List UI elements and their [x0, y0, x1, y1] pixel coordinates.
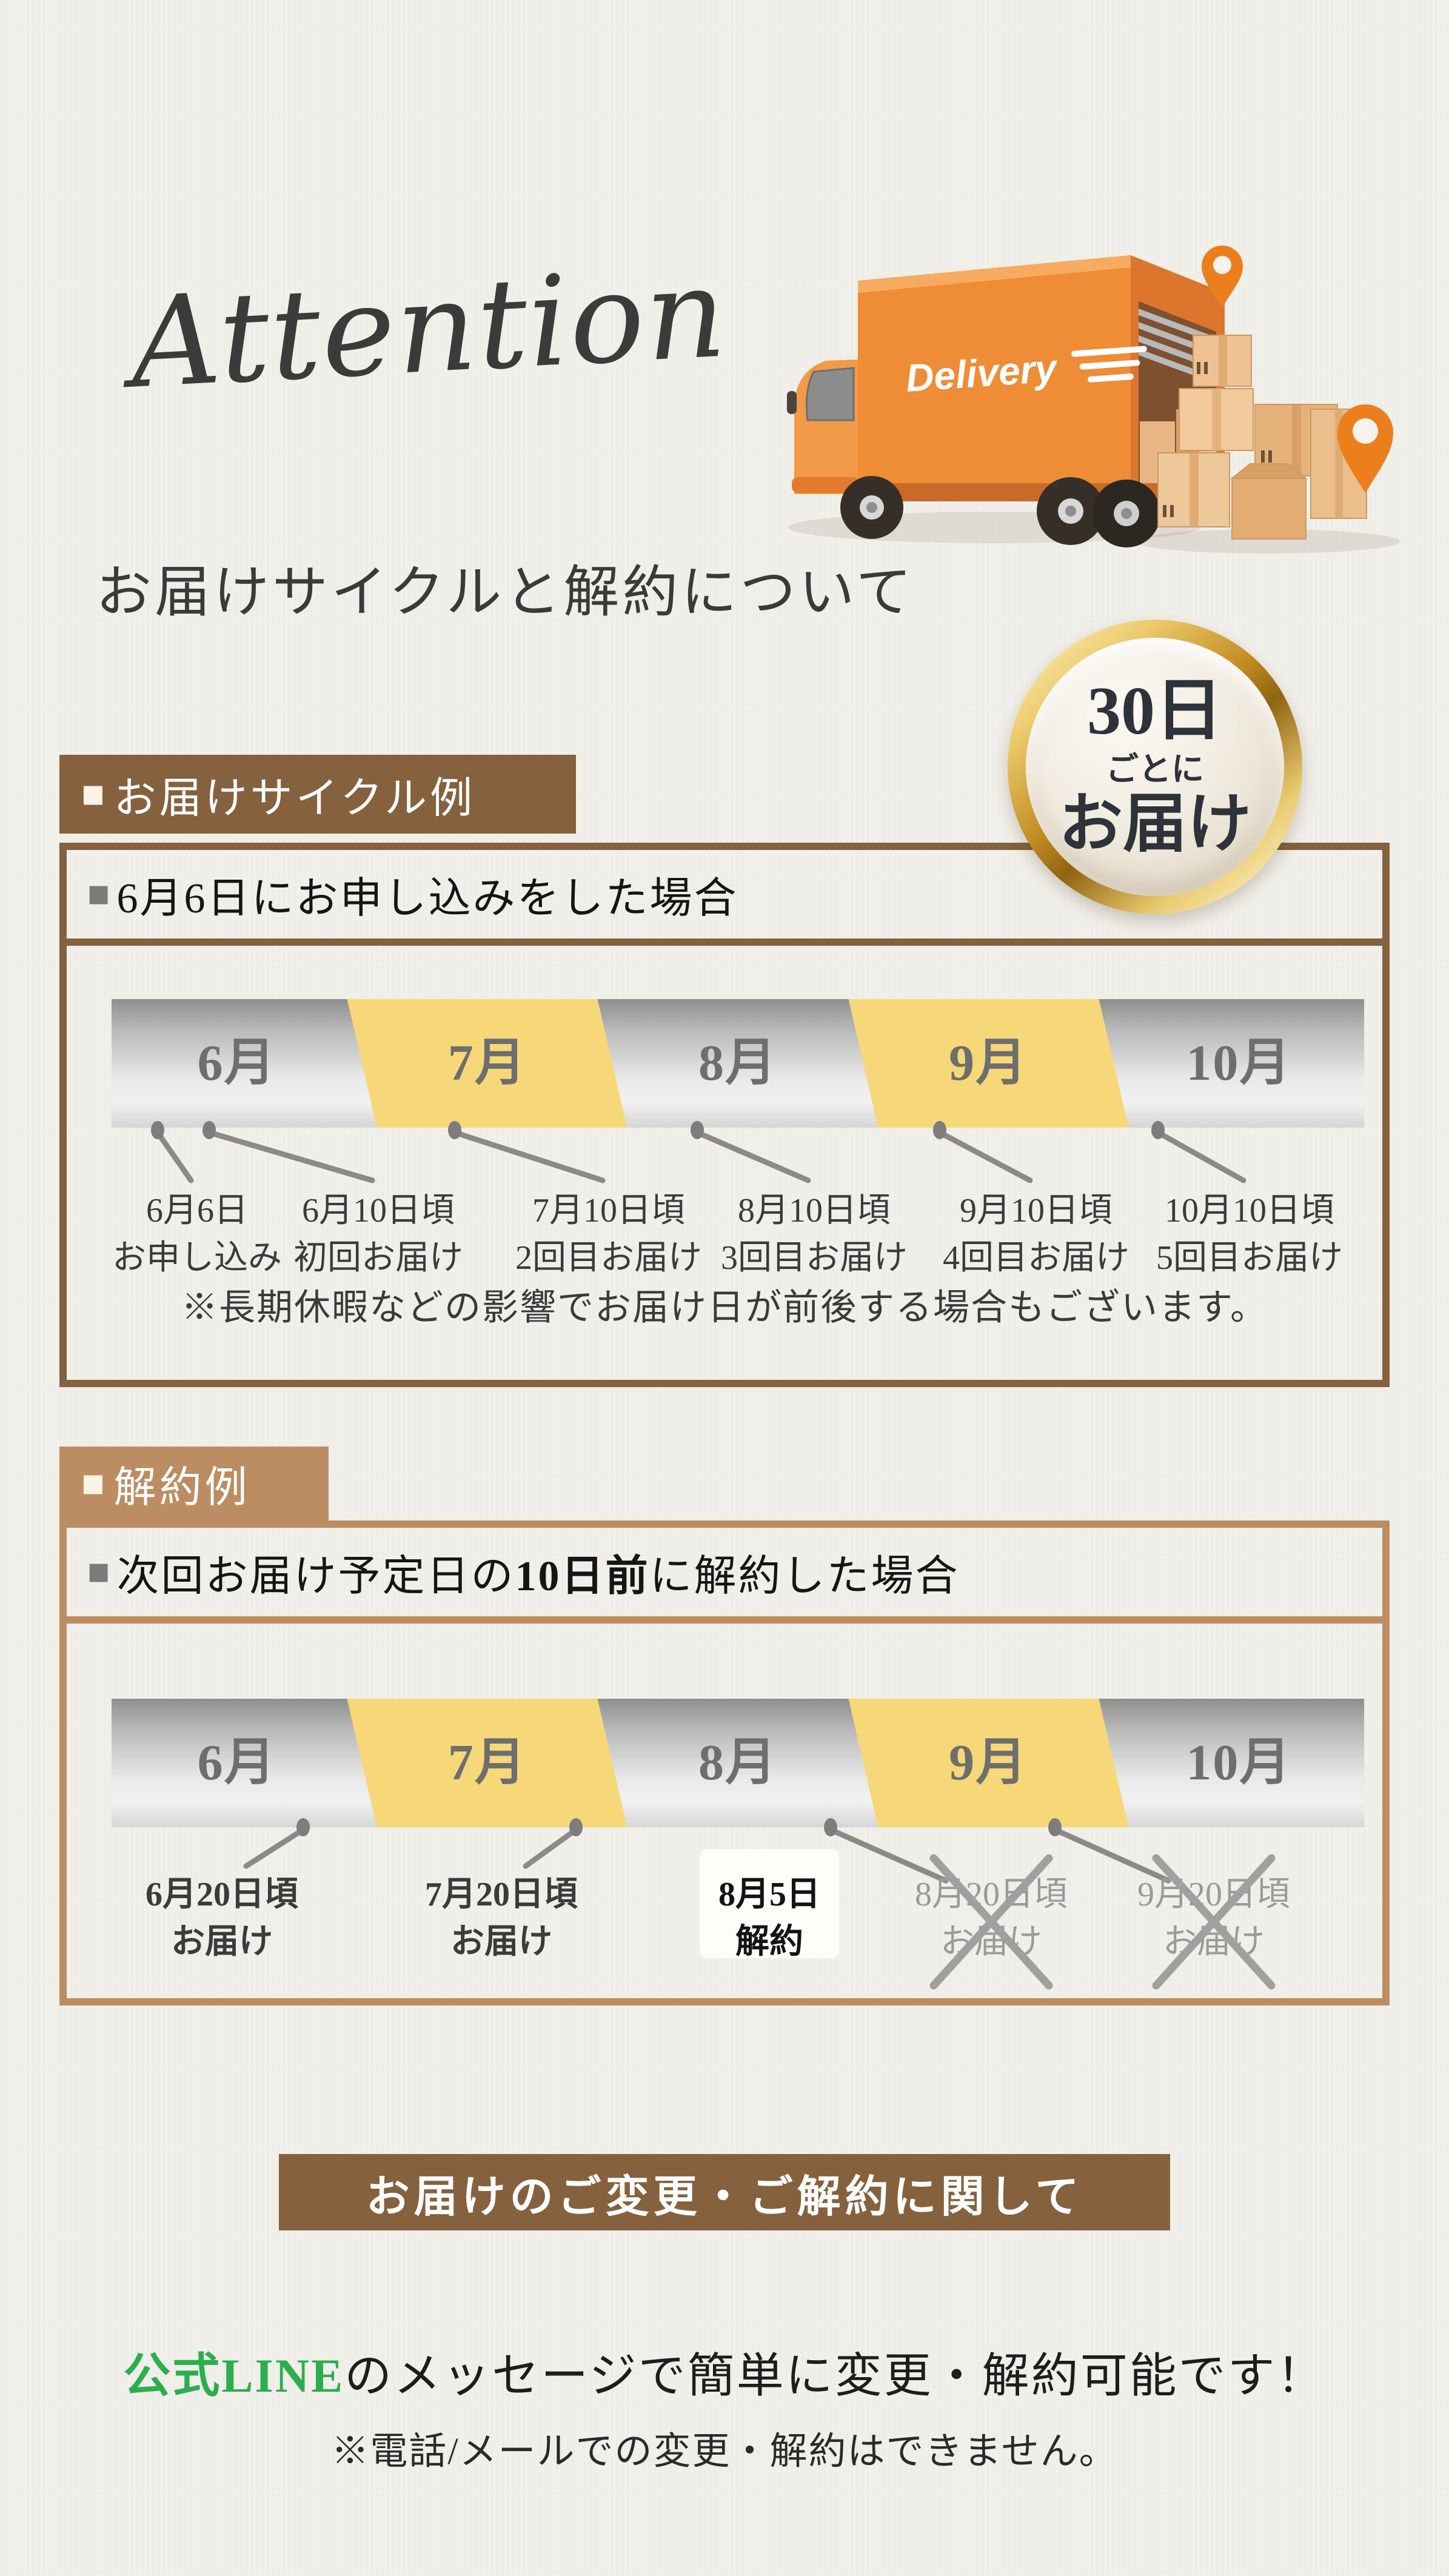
annotation-label: 解約 [735, 1923, 803, 1961]
cancel-title-bold: 10日前 [515, 1553, 650, 1600]
annotation-date: 9月20日頃 [1137, 1876, 1290, 1913]
timeline-annotation: 10月10日頃 5回目お届け [1134, 1187, 1365, 1282]
change-cancel-banner: お届けのご変更・ご解約に関して [279, 2154, 1170, 2230]
cycle-timeline-bar: 6月 7月 8月 9月 10月 [112, 999, 1364, 1128]
timeline-month: 10月 [1186, 1735, 1292, 1791]
cancel-date-highlight-box [700, 1849, 839, 1958]
cancel-title-prefix: 次回お届け予定日の [116, 1553, 515, 1600]
cancel-title-suffix: に解約した場合 [649, 1553, 960, 1600]
annotation-date: 7月10日頃 [532, 1192, 685, 1229]
timeline-annotation: 8月10日頃 3回目お届け [699, 1187, 929, 1282]
cycle-timeline-connectors [151, 1121, 1247, 1183]
cycle-note: ※長期休暇などの影響でお届け日が前後する場合もございます。 [181, 1288, 1268, 1328]
badge-days-text: 30日 [1087, 673, 1223, 749]
cycle-box-title: ■ 6月6日にお申し込みをした場合 [67, 850, 1382, 946]
section-label-cycle-text: お届けサイクル例 [113, 775, 476, 822]
truck-delivery-label: Delivery [905, 346, 1060, 400]
cancel-timeline-connectors [243, 1818, 1171, 1958]
badge-bottom-text: お届け [1059, 789, 1251, 860]
timeline-month: 7月 [447, 1035, 527, 1091]
page-title: お届けサイクルと解約について [96, 561, 915, 623]
cross-out-marks [929, 1854, 1276, 1990]
annotation-date: 6月6日 [146, 1192, 248, 1229]
square-marker-icon: ■ [87, 1551, 112, 1593]
timeline-annotation: 7月10日頃 2回目お届け [494, 1187, 724, 1282]
delivery-cycle-badge: 30日 ごとに お届け [1008, 620, 1302, 914]
badge-inner-disc: 30日 ごとに お届け [1026, 638, 1284, 896]
timeline-month: 9月 [949, 1035, 1028, 1091]
section-label-cancel-text: 解約例 [113, 1464, 250, 1511]
annotation-date: 10月10日頃 [1165, 1192, 1334, 1229]
square-marker-icon: ■ [87, 873, 112, 915]
timeline-month: 8月 [698, 1735, 777, 1791]
cycle-example-box: ■ 6月6日にお申し込みをした場合 6月 7月 8月 9月 10月 [59, 843, 1390, 1387]
annotation-label: 2回目お届け [515, 1239, 702, 1277]
timeline-annotation: 7月20日頃 お届け [386, 1871, 617, 1965]
timeline-annotation: 6月6日 お申し込み [82, 1187, 312, 1282]
timeline-month: 6月 [197, 1735, 276, 1791]
truck-wheels [840, 476, 1160, 547]
annotation-date: 8月5日 [718, 1876, 820, 1913]
timeline-annotation-cancel: 8月5日 解約 [654, 1871, 885, 1965]
timeline-month: 10月 [1186, 1035, 1292, 1091]
delivery-truck-illustration: Delivery [734, 209, 1425, 558]
delivery-truck-icon: Delivery [787, 246, 1400, 554]
square-marker-icon: ■ [81, 1462, 108, 1505]
annotation-label: お届け [450, 1923, 552, 1961]
annotation-date: 8月20日頃 [915, 1876, 1068, 1913]
timeline-annotation: 6月10日頃 初回お届け [263, 1187, 494, 1282]
annotation-date: 6月20日頃 [146, 1876, 298, 1913]
timeline-month: 8月 [698, 1035, 777, 1091]
badge-middle-text: ごとに [1106, 751, 1204, 788]
cancel-example-box: ■ 次回お届け予定日の 10日前 に解約した場合 6月 7月 8月 9月 10月 [59, 1521, 1390, 2006]
phone-mail-note: ※電話/メールでの変更・解約はできません。 [331, 2431, 1118, 2472]
timeline-annotation: 6月20日頃 お届け [107, 1871, 337, 1965]
line-message-rest: のメッセージで簡単に変更・解約可能です！ [344, 2349, 1326, 2402]
location-pin-icon-large [1337, 404, 1393, 493]
annotation-date: 8月10日頃 [738, 1192, 891, 1229]
attention-script-title: Attention [127, 241, 731, 417]
cancel-box-title: ■ 次回お届け予定日の 10日前 に解約した場合 [67, 1528, 1382, 1624]
annotation-label: 5回目お届け [1156, 1239, 1343, 1277]
cancel-timeline-bar: 6月 7月 8月 9月 10月 [112, 1699, 1364, 1827]
annotation-label: 3回目お届け [721, 1239, 908, 1277]
annotation-date: 9月10日頃 [960, 1192, 1113, 1229]
annotation-date: 7月20日頃 [425, 1876, 578, 1913]
timeline-month: 9月 [949, 1735, 1028, 1791]
section-label-cancel: ■ 解約例 [59, 1447, 329, 1521]
annotation-label: 4回目お届け [943, 1239, 1129, 1277]
square-marker-icon: ■ [81, 772, 108, 815]
timeline-month: 6月 [197, 1035, 276, 1091]
location-pin-icon [1202, 246, 1243, 307]
annotation-label: お申し込み [112, 1239, 282, 1277]
section-label-cycle: ■ お届けサイクル例 [59, 755, 576, 834]
official-line-highlight: 公式LINE [123, 2349, 345, 2402]
line-message: 公式LINEのメッセージで簡単に変更・解約可能です！ [0, 2338, 1449, 2406]
timeline-annotation-crossed: 9月20日頃 お届け [1099, 1871, 1329, 1965]
annotation-label: お届け [171, 1923, 273, 1961]
timeline-month: 7月 [447, 1735, 527, 1791]
annotation-label: 初回お届け [293, 1239, 463, 1277]
timeline-annotation: 9月10日頃 4回目お届け [921, 1187, 1151, 1282]
cycle-box-title-text: 6月6日にお申し込みをした場合 [116, 875, 738, 922]
annotation-date: 6月10日頃 [302, 1192, 455, 1229]
